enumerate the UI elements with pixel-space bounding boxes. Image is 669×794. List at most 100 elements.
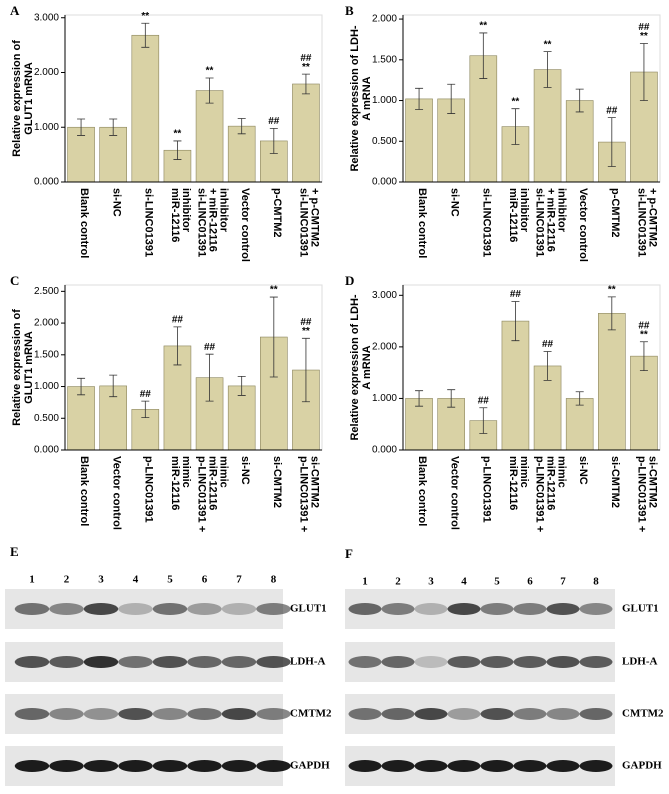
y-tick-label: 1.000 <box>34 122 59 133</box>
band <box>381 708 415 720</box>
band <box>221 760 257 772</box>
band <box>480 603 514 615</box>
band <box>447 656 481 668</box>
lane-number: 1 <box>362 576 368 588</box>
band <box>381 603 415 615</box>
x-tick-label: si-NC <box>110 188 122 217</box>
band <box>49 603 84 615</box>
y-tick-label: 2.000 <box>372 14 397 25</box>
panel-label: C <box>10 273 19 288</box>
significance: ** <box>270 285 278 296</box>
band <box>546 656 580 668</box>
axes <box>64 285 322 451</box>
error-bar <box>575 391 584 406</box>
error-bar <box>415 87 424 110</box>
error-bar <box>237 118 246 135</box>
error-bar <box>607 117 616 167</box>
y-tick-label: 0.500 <box>34 413 59 424</box>
lane-number: 8 <box>271 574 277 586</box>
band <box>414 656 448 668</box>
axes <box>402 285 660 451</box>
y-axis-label: Relative expression of LDH- <box>349 294 361 440</box>
x-tick-label: Blank control <box>416 456 428 526</box>
x-tick-label: si-NC <box>577 456 589 485</box>
x-tick-label: Vector control <box>448 456 460 530</box>
bar <box>99 126 127 183</box>
x-tick-label: si-LINC01391 <box>534 188 546 257</box>
lane-number: 1 <box>29 574 35 586</box>
x-tick-label: Blank control <box>78 456 90 526</box>
y-tick-label: 1.500 <box>34 349 59 360</box>
x-tick-label: si-CMTM2 <box>309 456 321 508</box>
x-tick-label: + miR-12116 <box>545 188 557 252</box>
error-bar <box>607 296 616 331</box>
x-tick-label: p-CMTM2 <box>271 188 283 238</box>
x-tick-label: si-CMTM2 <box>647 456 659 508</box>
bar <box>131 34 160 183</box>
bar <box>292 83 320 183</box>
x-tick-label: miR-12116 <box>169 188 181 242</box>
band <box>187 603 222 615</box>
bar <box>67 386 95 451</box>
lane-number: 6 <box>202 574 208 586</box>
band <box>414 708 448 720</box>
lane-number: 8 <box>593 576 599 588</box>
y-tick-label: 1.000 <box>372 393 397 404</box>
band <box>513 760 547 772</box>
x-tick-label: p-LINC01391 + <box>534 456 546 532</box>
significance: ** <box>302 62 310 73</box>
bar <box>533 69 562 183</box>
x-tick-label: + miR-12116 <box>207 188 219 252</box>
x-tick-label: inhibitor <box>518 188 530 233</box>
x-tick-label: miR-12116 <box>545 456 557 510</box>
band <box>256 708 291 720</box>
x-tick-label: p-CMTM2 <box>609 188 621 238</box>
x-tick-label: mimic <box>218 456 230 488</box>
band <box>546 708 580 720</box>
axes <box>402 15 660 183</box>
band <box>118 603 153 615</box>
band <box>513 603 547 615</box>
band <box>381 656 415 668</box>
band <box>381 760 415 772</box>
x-tick-label: miR-12116 <box>207 456 219 510</box>
band <box>447 708 481 720</box>
band <box>221 603 257 615</box>
band <box>256 760 291 772</box>
error-bar <box>543 51 552 88</box>
band <box>49 656 84 668</box>
lane-number: 5 <box>494 576 500 588</box>
significance: ** <box>640 31 648 42</box>
significance: ## <box>268 116 280 127</box>
error-bar <box>511 301 520 342</box>
x-tick-label: si-LINC01391 <box>480 188 492 257</box>
error-bar <box>141 400 150 419</box>
error-bar <box>77 377 86 396</box>
y-tick-label: 1.000 <box>34 381 59 392</box>
x-tick-label: Vector control <box>110 456 122 530</box>
band <box>579 656 613 668</box>
axes <box>64 15 322 183</box>
band <box>152 760 188 772</box>
band <box>513 656 547 668</box>
band <box>49 708 84 720</box>
y-axis-label: GLUT1 mRNA <box>23 331 35 404</box>
band <box>187 656 222 668</box>
band <box>83 708 119 720</box>
significance: ** <box>544 39 552 50</box>
band <box>152 708 188 720</box>
x-tick-label: p-LINC01391 + <box>636 456 648 532</box>
error-bar <box>301 337 310 403</box>
lane-number: 2 <box>395 576 401 588</box>
band <box>546 760 580 772</box>
band <box>414 760 448 772</box>
x-tick-label: mimic <box>556 456 568 488</box>
bar <box>405 398 433 451</box>
lane-number: 6 <box>527 576 533 588</box>
y-tick-label: 3.000 <box>34 12 59 23</box>
x-tick-label: Vector control <box>577 188 589 262</box>
y-tick-label: 0.500 <box>372 136 397 147</box>
x-tick-label: inhibitor <box>556 188 568 233</box>
band <box>221 656 257 668</box>
protein-label: CMTM2 <box>290 708 332 720</box>
